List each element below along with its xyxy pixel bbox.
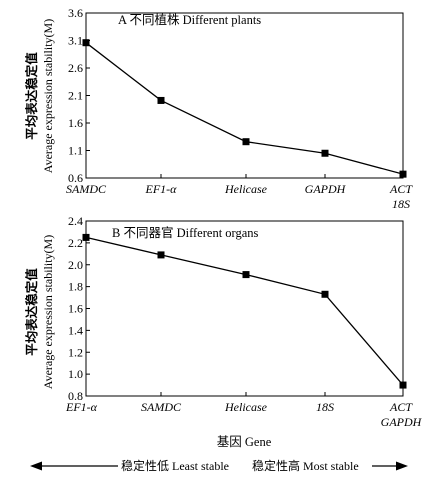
- panel-a-xtick-label: GAPDH: [305, 182, 347, 196]
- panel-a-ytick-label: 3.6: [68, 6, 83, 20]
- least-stable-label: 稳定性低 Least stable: [121, 458, 229, 473]
- panel-b-ytick-label: 1.0: [68, 367, 83, 381]
- panel-a-data-point: [157, 96, 165, 104]
- panel-b-xtick-label: SAMDC: [141, 400, 182, 414]
- panel-a-ytick-label: 1.1: [68, 144, 83, 158]
- panel-b-ytick-label: 1.6: [68, 302, 83, 316]
- panel-b-ytick-label: 2.2: [68, 236, 83, 250]
- panel-b-series: [82, 233, 407, 389]
- panel-b-data-point: [242, 271, 250, 279]
- panel-a-ytick-label: 0.6: [68, 171, 83, 185]
- panel-b-y-ticks: 0.8 1.0 1.2 1.4 1.6 1.8 2.0 2.2 2.4: [68, 214, 90, 403]
- panel-a-xtick-label: SAMDC: [66, 182, 107, 196]
- panel-a-xtick-label: EF1-α: [145, 182, 178, 196]
- panel-a-ytick-label: 3.1: [68, 34, 83, 48]
- panel-a-y-ticks: 0.6 1.1 1.6 2.1 2.6 3.1 3.6: [68, 6, 90, 185]
- panel-b-ytick-label: 1.4: [68, 323, 83, 337]
- panel-b-ytick-label: 1.2: [68, 345, 83, 359]
- panel-a-ytick-label: 1.6: [68, 116, 83, 130]
- panel-b-xtick-label: ACT GAPDH: [381, 400, 423, 429]
- panel-b: B 不同器官 Different organs 平均表达稳定值 Average …: [24, 214, 423, 429]
- arrow-head-right: [396, 461, 408, 471]
- panel-a-plot-frame: [85, 12, 404, 179]
- panel-b-series-line: [85, 236, 404, 386]
- panel-a-data-point: [399, 170, 407, 178]
- panel-a-ylabel: Average expression stability(M): [41, 19, 55, 173]
- panel-b-plot-frame: [85, 220, 404, 397]
- panel-a-data-point: [242, 138, 250, 146]
- panel-a-xtick-label: ACT 18S: [389, 182, 413, 211]
- panel-b-data-point: [321, 290, 329, 298]
- panel-a-data-point: [82, 39, 90, 47]
- panel-b-xtick-label: Helicase: [224, 400, 268, 414]
- panel-b-xtick-label: EF1-α: [65, 400, 98, 414]
- panel-a-xtick-label: Helicase: [224, 182, 268, 196]
- panel-a-title: A 不同植株 Different plants: [118, 12, 261, 27]
- panel-a-ytick-label: 2.6: [68, 61, 83, 75]
- panel-b-x-ticks: EF1-α SAMDC Helicase 18S ACT GAPDH: [65, 392, 423, 429]
- arrow-head-left: [30, 461, 42, 471]
- panel-b-data-point: [157, 251, 165, 259]
- panel-b-ytick-label: 0.8: [68, 389, 83, 403]
- panel-b-ytick-label: 2.0: [68, 258, 83, 272]
- x-axis-label: 基因 Gene: [217, 435, 272, 449]
- panel-b-ylabel: Average expression stability(M): [41, 235, 55, 389]
- panel-b-data-point: [82, 233, 90, 241]
- panel-a-ylabel-cn: 平均表达稳定值: [24, 52, 39, 140]
- panel-a-ytick-label: 2.1: [68, 89, 83, 103]
- panel-b-xtick-label: 18S: [316, 400, 334, 414]
- panel-a-series-line: [85, 42, 404, 175]
- most-stable-label: 稳定性高 Most stable: [252, 458, 359, 473]
- panel-b-ytick-label: 1.8: [68, 280, 83, 294]
- panel-a-series: [82, 39, 407, 178]
- panel-a: A 不同植株 Different plants 平均表达稳定值 Average …: [24, 6, 413, 211]
- panel-a-x-ticks: SAMDC EF1-α Helicase GAPDH ACT 18S: [66, 174, 413, 211]
- panel-b-ylabel-cn: 平均表达稳定值: [24, 268, 39, 356]
- panel-b-data-point: [399, 381, 407, 389]
- panel-b-title: B 不同器官 Different organs: [112, 225, 259, 240]
- panel-a-data-point: [321, 149, 329, 157]
- panel-b-ytick-label: 2.4: [68, 214, 83, 228]
- stability-arrow: 稳定性低 Least stable 稳定性高 Most stable: [30, 458, 408, 473]
